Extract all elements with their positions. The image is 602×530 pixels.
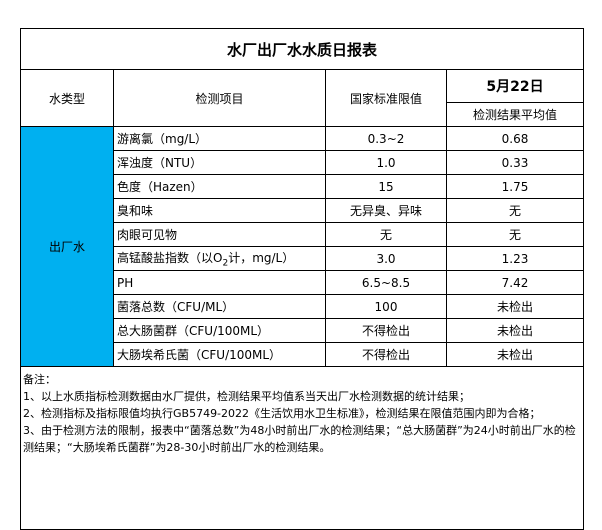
header-average-result: 检测结果平均值 — [445, 102, 585, 127]
limit-cell: 不得检出 — [325, 318, 447, 343]
table-row: 菌落总数（CFU/ML） 100 未检出 — [21, 294, 585, 319]
header-water-type: 水类型 — [20, 69, 114, 127]
table-row: PH 6.5~8.5 7.42 — [21, 270, 585, 295]
table-row: 浑浊度（NTU） 1.0 0.33 — [21, 150, 585, 175]
result-cell: 0.68 — [445, 126, 585, 151]
result-cell: 无 — [445, 198, 585, 223]
item-text: 计，mg/L） — [228, 250, 295, 265]
limit-cell: 15 — [325, 174, 447, 199]
header-date: 5月22日 — [445, 69, 585, 103]
limit-cell: 不得检出 — [325, 342, 447, 367]
item-subscript: 2 — [222, 258, 229, 269]
table-row: 大肠埃希氏菌（CFU/100ML） 不得检出 未检出 — [21, 342, 585, 367]
item-cell: PH — [113, 270, 326, 295]
item-text: 高锰酸盐指数（以O — [117, 250, 223, 265]
result-cell: 1.75 — [445, 174, 585, 199]
item-cell: 浑浊度（NTU） — [113, 150, 326, 175]
report-title: 水厂出厂水水质日报表 — [19, 28, 585, 70]
result-cell: 未检出 — [445, 318, 585, 343]
water-type-cell: 出厂水 — [20, 126, 114, 367]
item-cell: 菌落总数（CFU/ML） — [113, 294, 326, 319]
item-cell: 高锰酸盐指数（以O2计，mg/L） — [113, 246, 326, 271]
table-row: 肉眼可见物 无 无 — [21, 222, 585, 247]
item-cell: 色度（Hazen） — [113, 174, 326, 199]
item-cell: 肉眼可见物 — [113, 222, 326, 247]
result-cell: 0.33 — [445, 150, 585, 175]
table-row: 色度（Hazen） 15 1.75 — [21, 174, 585, 199]
header-standard-limit: 国家标准限值 — [325, 69, 447, 127]
result-cell: 未检出 — [445, 342, 585, 367]
limit-cell: 无异臭、异味 — [325, 198, 447, 223]
limit-cell: 1.0 — [325, 150, 447, 175]
limit-cell: 6.5~8.5 — [325, 270, 447, 295]
item-cell: 总大肠菌群（CFU/100ML） — [113, 318, 326, 343]
item-cell: 游离氯（mg/L） — [113, 126, 326, 151]
item-cell: 大肠埃希氏菌（CFU/100ML） — [113, 342, 326, 367]
table-row: 出厂水 游离氯（mg/L） 0.3~2 0.68 — [20, 126, 585, 367]
table-row: 臭和味 无异臭、异味 无 — [21, 198, 585, 223]
result-cell: 未检出 — [445, 294, 585, 319]
note-line: 3、由于检测方法的限制，报表中“菌落总数”为48小时前出厂水的检测结果；“总大肠… — [23, 424, 576, 454]
item-cell: 臭和味 — [113, 198, 326, 223]
result-cell: 7.42 — [445, 270, 585, 295]
table-row: 高锰酸盐指数（以O2计，mg/L） 3.0 1.23 — [21, 246, 585, 271]
note-line: 2、检测指标及指标限值均执行GB5749-2022《生活饮用水卫生标准》，检测结… — [23, 407, 541, 420]
notes-heading: 备注： — [23, 373, 56, 386]
result-cell: 1.23 — [445, 246, 585, 271]
limit-cell: 0.3~2 — [325, 126, 447, 151]
note-line: 1、以上水质指标检测数据由水厂提供，检测结果平均值系当天出厂水检测数据的统计结果… — [23, 390, 470, 403]
limit-cell: 无 — [325, 222, 447, 247]
water-quality-report-table: 水厂出厂水水质日报表 水类型 检测项目 国家标准限值 5月22日 检测结果平均值… — [19, 28, 585, 530]
header-test-item: 检测项目 — [113, 69, 326, 127]
limit-cell: 3.0 — [325, 246, 447, 271]
notes-section: 备注： 1、以上水质指标检测数据由水厂提供，检测结果平均值系当天出厂水检测数据的… — [19, 366, 585, 530]
result-cell: 无 — [445, 222, 585, 247]
limit-cell: 100 — [325, 294, 447, 319]
